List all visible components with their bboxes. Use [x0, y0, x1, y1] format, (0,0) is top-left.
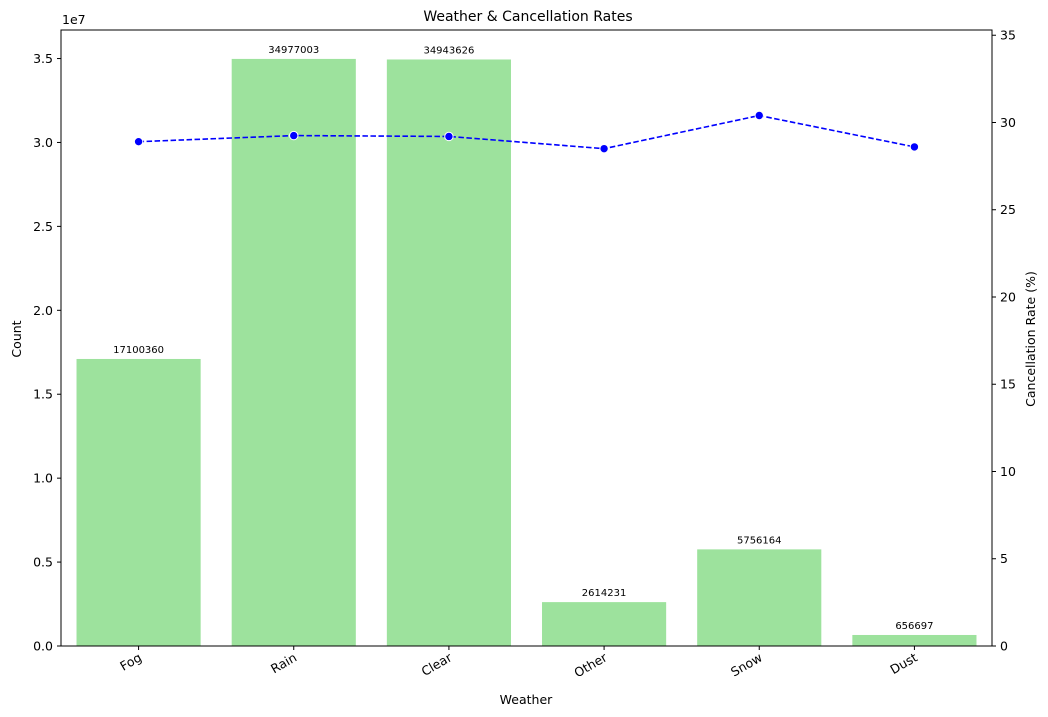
y-tick-label: 2.0 [33, 303, 53, 318]
x-tick-label-snow: Snow [728, 650, 765, 680]
y-tick-label: 0.0 [33, 639, 53, 654]
y2-tick-label: 25 [1000, 202, 1016, 217]
x-tick-label-other: Other [571, 649, 610, 680]
x-tick-label-clear: Clear [419, 649, 456, 679]
rate-point-fog [133, 136, 144, 147]
y-tick-label: 1.5 [33, 387, 53, 402]
rate-point-snow [754, 110, 764, 121]
chart-title: Weather & Cancellation Rates [423, 9, 632, 25]
data-label-snow: 5756164 [737, 535, 782, 546]
data-label-other: 2614231 [582, 588, 627, 599]
y2-tick-label: 30 [1000, 115, 1016, 130]
y-tick-label: 0.5 [33, 555, 53, 570]
y-tick-label: 3.0 [33, 135, 53, 150]
y-axis-label: Count [9, 320, 24, 357]
x-tick-label-dust: Dust [887, 650, 920, 678]
y-offset-text: 1e7 [62, 12, 86, 27]
bar-snow [697, 549, 822, 646]
y-tick-label: 3.5 [33, 51, 53, 66]
data-label-dust: 656697 [895, 621, 933, 632]
bar-clear [386, 59, 511, 646]
bar-fog [76, 358, 201, 646]
data-label-clear: 34943626 [423, 45, 474, 56]
x-tick-label-rain: Rain [268, 650, 299, 677]
y-tick-label: 2.5 [33, 219, 53, 234]
cancellation-rate-line [138, 114, 915, 150]
bar-rain [231, 58, 356, 647]
rate-point-other [599, 143, 609, 154]
bar-other [542, 602, 667, 646]
y2-tick-label: 35 [1000, 28, 1016, 43]
line-series-group [133, 110, 920, 154]
y2-tick-label: 5 [1000, 551, 1008, 566]
bar-dust [852, 634, 977, 646]
data-label-fog: 17100360 [113, 345, 164, 356]
y-tick-label: 1.0 [33, 471, 53, 486]
rate-point-rain [289, 130, 299, 141]
y2-tick-label: 10 [1000, 464, 1016, 479]
x-tick-label-fog: Fog [117, 650, 144, 674]
data-label-rain: 34977003 [268, 45, 319, 56]
x-axis-label: Weather [500, 692, 553, 707]
rate-point-clear [444, 131, 454, 142]
rate-point-dust [909, 142, 920, 152]
bars-group: 17100360 34977003 34943626 2614231 5756164 65… [76, 45, 977, 647]
y2-axis-label: Cancellation Rate (%) [1023, 271, 1038, 407]
plot-frame [60, 29, 993, 647]
y2-tick-label: 20 [1000, 289, 1016, 304]
y2-tick-label: 15 [1000, 377, 1016, 392]
y2-tick-label: 0 [1000, 639, 1008, 654]
